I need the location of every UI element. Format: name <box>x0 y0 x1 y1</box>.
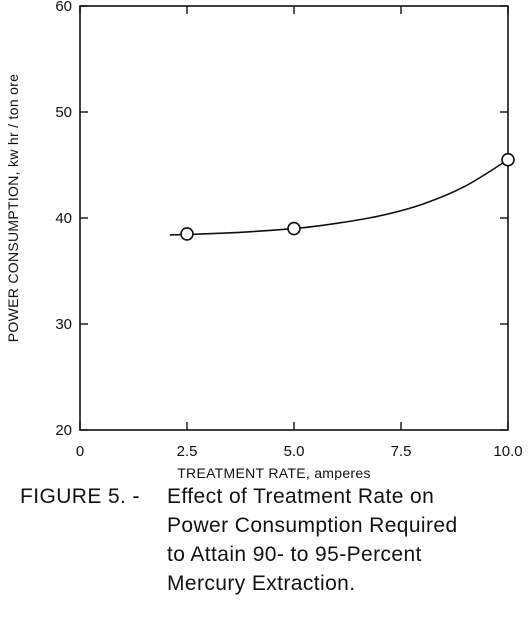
y-tick-label: 50 <box>55 104 72 121</box>
plot-frame <box>79 5 509 431</box>
caption-text: Effect of Treatment Rate on Power Consum… <box>167 485 458 595</box>
data-point <box>501 152 515 167</box>
plot-area: 20 30 40 50 60 0 2.5 5.0 7.5 10.0 TREATMENT RATE, … <box>5 0 523 480</box>
x-tick-label: 10.0 <box>493 443 522 460</box>
x-tick-label: 2.5 <box>177 443 198 460</box>
x-tick-label: 0 <box>76 443 84 460</box>
y-tick-label: 20 <box>55 422 72 439</box>
x-tick-label: 5.0 <box>284 443 305 460</box>
y-axis-label: POWER CONSUMPTION, kw hr / ton ore <box>5 74 21 342</box>
chart: 20 30 40 50 60 0 2.5 5.0 7.5 10.0 TREATMENT RATE, … <box>5 0 523 480</box>
data-point <box>287 221 301 236</box>
series-line <box>169 159 509 236</box>
x-axis-label: TREATMENT RATE, amperes <box>177 465 371 480</box>
x-tick-label: 7.5 <box>391 443 412 460</box>
y-tick-label: 30 <box>55 316 72 333</box>
caption-lead: FIGURE 5. - <box>20 485 140 508</box>
y-tick-label: 60 <box>55 0 72 15</box>
data-point <box>180 227 194 241</box>
y-tick-label: 40 <box>55 210 72 227</box>
